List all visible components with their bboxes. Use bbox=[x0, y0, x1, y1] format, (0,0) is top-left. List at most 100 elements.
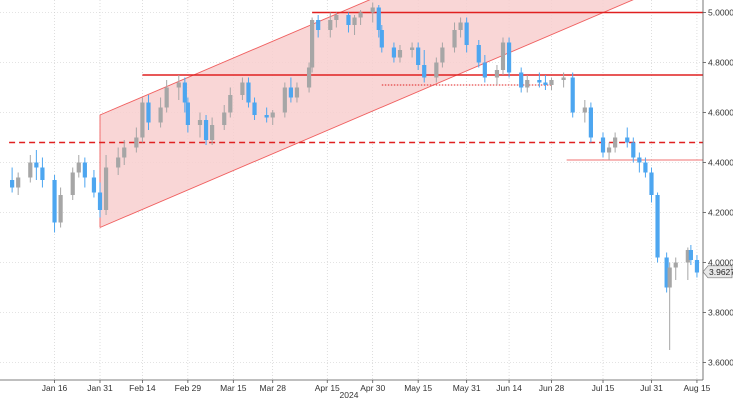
candle-body bbox=[140, 102, 145, 138]
candle-body bbox=[122, 147, 127, 158]
candle-body bbox=[182, 82, 187, 103]
candle-body bbox=[228, 95, 233, 113]
candle-body bbox=[176, 82, 181, 88]
x-tick-label: Jun 14 bbox=[496, 383, 522, 393]
channel-lower-line bbox=[99, 0, 634, 228]
candle-body bbox=[643, 162, 648, 173]
candle-body bbox=[134, 137, 139, 148]
candle-body bbox=[458, 22, 463, 30]
candle-body bbox=[519, 72, 524, 88]
candle-body bbox=[625, 137, 630, 143]
candle-body bbox=[422, 65, 427, 78]
candle-body bbox=[410, 47, 415, 50]
candle-body bbox=[34, 162, 39, 168]
y-tick-label: 4.6000 bbox=[708, 108, 733, 118]
candle-body bbox=[440, 47, 445, 63]
horizontal-levels bbox=[9, 11, 703, 161]
candle-body bbox=[185, 102, 190, 125]
y-tick-label: 4.8000 bbox=[708, 58, 733, 68]
x-tick-label: Apr 30 bbox=[360, 383, 385, 393]
candle-body bbox=[667, 267, 672, 288]
candle-body bbox=[434, 62, 439, 78]
candle-body bbox=[685, 250, 690, 263]
candle-body bbox=[588, 107, 593, 138]
candle-body bbox=[500, 42, 506, 70]
candle-body bbox=[694, 260, 700, 273]
candle-body bbox=[561, 77, 566, 80]
candle-body bbox=[506, 42, 512, 73]
x-tick-label: May 15 bbox=[404, 383, 432, 393]
candle-body bbox=[600, 137, 606, 153]
channel-upper-line bbox=[99, 0, 371, 116]
x-tick-label: Feb 29 bbox=[175, 383, 202, 393]
candle-body bbox=[146, 102, 151, 123]
candle-body bbox=[91, 177, 97, 193]
candle-body bbox=[252, 102, 257, 115]
candle-body bbox=[613, 137, 618, 148]
candle-body bbox=[116, 157, 121, 168]
candle-body bbox=[570, 77, 575, 113]
candle-body bbox=[416, 47, 421, 65]
y-tick-label: 3.8000 bbox=[708, 308, 733, 318]
candle-body bbox=[16, 177, 21, 188]
candle-body bbox=[10, 180, 15, 188]
candle-body bbox=[494, 70, 500, 78]
x-tick-label: Jun 28 bbox=[539, 383, 565, 393]
candle-body bbox=[282, 87, 287, 113]
candle-body bbox=[397, 50, 403, 58]
candle-body bbox=[543, 82, 548, 85]
candle-body bbox=[52, 180, 57, 223]
candle-body bbox=[379, 30, 384, 48]
candle-body bbox=[352, 17, 357, 25]
x-tick-label: Jul 31 bbox=[640, 383, 663, 393]
last-value-marker bbox=[702, 265, 733, 279]
x-tick-label: Feb 14 bbox=[129, 383, 156, 393]
candle-body bbox=[294, 87, 300, 98]
candle-body bbox=[310, 20, 315, 68]
candle-body bbox=[288, 87, 293, 98]
candle-body bbox=[376, 7, 381, 30]
candle-body bbox=[537, 80, 542, 83]
x-tick-label: Mar 28 bbox=[259, 383, 286, 393]
candle-body bbox=[264, 115, 269, 118]
candle-body bbox=[452, 30, 457, 48]
candle-body bbox=[270, 112, 275, 118]
x-tick-label: Jan 16 bbox=[42, 383, 68, 393]
candle-body bbox=[240, 82, 245, 95]
candle-body bbox=[358, 12, 363, 18]
candle-body bbox=[316, 20, 321, 30]
candle-body bbox=[76, 162, 81, 173]
candle-body bbox=[582, 107, 587, 113]
candle-body bbox=[549, 80, 554, 85]
candle-body bbox=[370, 7, 375, 13]
candle-body bbox=[673, 262, 678, 268]
x-tick-label: Jul 15 bbox=[592, 383, 615, 393]
candlesticks bbox=[10, 2, 700, 350]
candle-body bbox=[482, 62, 487, 78]
y-tick-label: 4.0000 bbox=[708, 258, 733, 268]
candle-body bbox=[391, 47, 397, 58]
candle-body bbox=[82, 162, 87, 178]
candle-body bbox=[346, 15, 351, 25]
candle-body bbox=[476, 45, 481, 63]
candle-body bbox=[464, 22, 469, 45]
candle-body bbox=[306, 67, 312, 88]
last-value-label: 3.9627 bbox=[709, 267, 733, 277]
candle-body bbox=[97, 192, 103, 210]
x-tick-label: Apr 15 bbox=[315, 383, 340, 393]
candle-body bbox=[637, 157, 642, 163]
candle-body bbox=[664, 257, 669, 288]
candle-body bbox=[688, 250, 693, 260]
candle-body bbox=[606, 147, 612, 153]
y-tick-label: 3.6000 bbox=[708, 358, 733, 368]
candle-body bbox=[631, 142, 636, 158]
year-label: 2024 bbox=[340, 390, 359, 400]
candle-body bbox=[525, 80, 530, 88]
candle-body bbox=[655, 195, 660, 258]
x-tick-label: Aug 15 bbox=[683, 383, 710, 393]
x-tick-label: May 31 bbox=[453, 383, 481, 393]
candle-body bbox=[164, 87, 169, 108]
x-tick-label: Mar 15 bbox=[220, 383, 247, 393]
candle-body bbox=[103, 167, 109, 210]
y-tick-label: 5.0000 bbox=[708, 8, 733, 18]
